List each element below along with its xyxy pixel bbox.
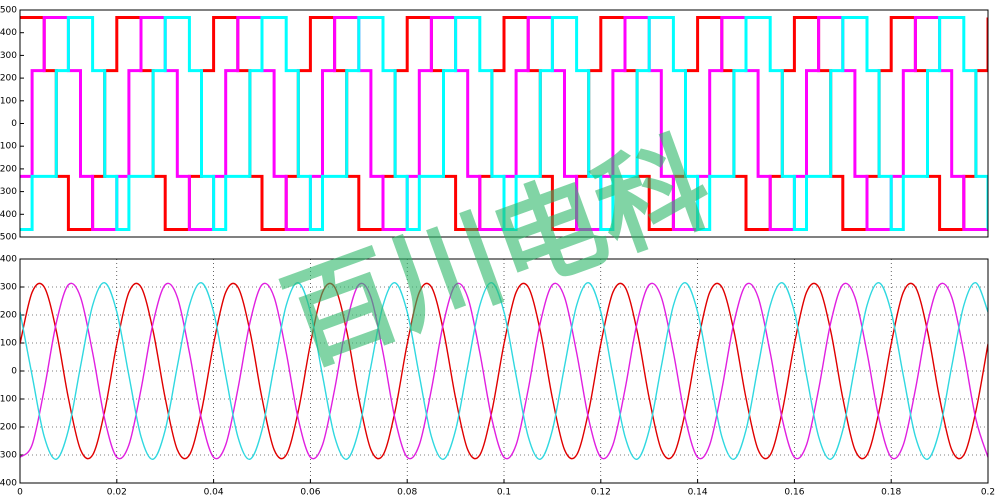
x-tick-label: 0.2 <box>981 488 995 498</box>
y-tick-label: 200 <box>0 311 17 321</box>
series-group <box>20 15 988 232</box>
y-tick-label: -200 <box>0 164 17 174</box>
y-tick-label: -500 <box>0 233 17 243</box>
x-tick-label: 0.14 <box>688 488 708 498</box>
x-tick-label: 0.06 <box>300 488 320 498</box>
series-line <box>20 282 988 460</box>
axes-frame <box>19 9 989 238</box>
axes-frame <box>19 258 989 484</box>
y-tick-label: -300 <box>0 451 17 461</box>
x-tick-label: 0 <box>17 488 23 498</box>
x-tick-label: 0.1 <box>497 488 511 498</box>
y-tick-label: -200 <box>0 423 17 433</box>
x-tick-label: 0.12 <box>591 488 611 498</box>
series-line <box>20 15 988 232</box>
y-tick-label: -300 <box>0 187 17 197</box>
x-tick-label: 0.18 <box>881 488 901 498</box>
plots: -500 -400 -300 -200 -100 0 100 200 300 400 500 -400… <box>0 6 995 498</box>
y-tick-label: 200 <box>0 74 17 84</box>
y-tick-label: 0 <box>11 367 17 377</box>
y-tick-label: 300 <box>0 51 17 61</box>
y-tick-label: 400 <box>0 28 17 38</box>
y-tick-label: 100 <box>0 339 17 349</box>
series-line <box>20 282 988 460</box>
y-tick-label: 500 <box>0 6 17 16</box>
y-tick-label: -400 <box>0 479 17 489</box>
series-line <box>20 282 988 460</box>
series-group <box>20 282 988 460</box>
x-tick-label: 0.16 <box>784 488 804 498</box>
y-tick-label: -100 <box>0 142 17 152</box>
y-tick-label: 100 <box>0 96 17 106</box>
y-tick-label: -100 <box>0 395 17 405</box>
x-tick-label: 0.02 <box>107 488 127 498</box>
y-tick-label: 300 <box>0 283 17 293</box>
y-tick-label: 400 <box>0 255 17 265</box>
y-tick-label: -400 <box>0 210 17 220</box>
x-tick-label: 0.08 <box>397 488 417 498</box>
y-tick-label: 0 <box>11 119 17 129</box>
x-tick-label: 0.04 <box>204 488 224 498</box>
